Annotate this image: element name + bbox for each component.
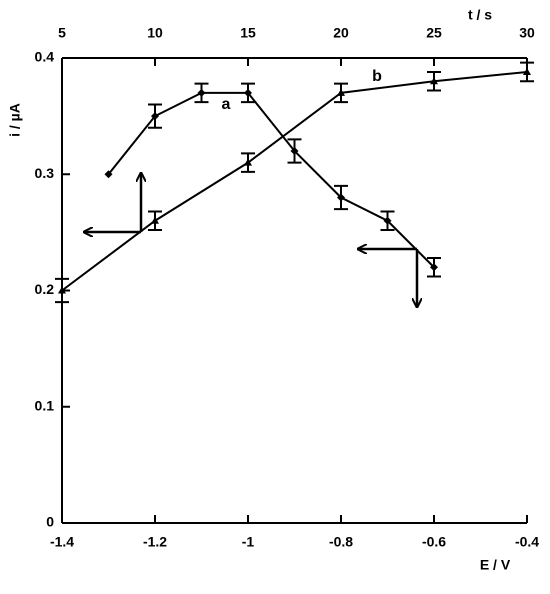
y-tick-label: 0.4 xyxy=(35,49,55,65)
annotation: a xyxy=(222,96,231,113)
data-point xyxy=(151,216,159,224)
x-tick-label: -0.4 xyxy=(515,534,539,550)
data-point xyxy=(244,158,252,166)
series-line xyxy=(61,70,528,292)
data-point xyxy=(290,147,299,155)
data-point xyxy=(197,88,206,97)
data-point xyxy=(337,88,345,96)
y-axis-label: i / µA xyxy=(7,103,23,137)
y-tick-label: 0 xyxy=(46,514,54,530)
data-point xyxy=(151,112,159,121)
series-line xyxy=(107,91,435,268)
y-tick-label: 0.1 xyxy=(35,397,55,413)
data-point xyxy=(337,193,345,202)
data-point xyxy=(523,67,531,75)
data-point xyxy=(383,216,392,225)
annotation: b xyxy=(372,68,382,85)
x-tick-label: -0.8 xyxy=(329,534,353,550)
data-point xyxy=(104,170,113,179)
data-point xyxy=(430,77,438,85)
x-tick-label: -1 xyxy=(242,534,255,550)
y-tick-label: 0.2 xyxy=(35,281,55,297)
x2-tick-label: 5 xyxy=(58,25,66,41)
x-tick-label: -0.6 xyxy=(422,534,446,550)
x2-tick-label: 15 xyxy=(240,25,256,41)
data-point xyxy=(58,286,66,294)
x2-tick-label: 25 xyxy=(426,25,442,41)
arrows xyxy=(84,173,417,307)
x-axis-label: E / V xyxy=(480,557,511,573)
x-tick-label: -1.2 xyxy=(143,534,167,550)
data-point xyxy=(244,88,252,97)
y-tick-label: 0.3 xyxy=(35,165,55,181)
x2-tick-label: 20 xyxy=(333,25,349,41)
x2-tick-label: 30 xyxy=(519,25,535,41)
x2-tick-label: 10 xyxy=(147,25,163,41)
x-tick-label: -1.4 xyxy=(50,534,74,550)
x2-axis-label: t / s xyxy=(468,7,492,23)
data-point xyxy=(430,263,438,272)
